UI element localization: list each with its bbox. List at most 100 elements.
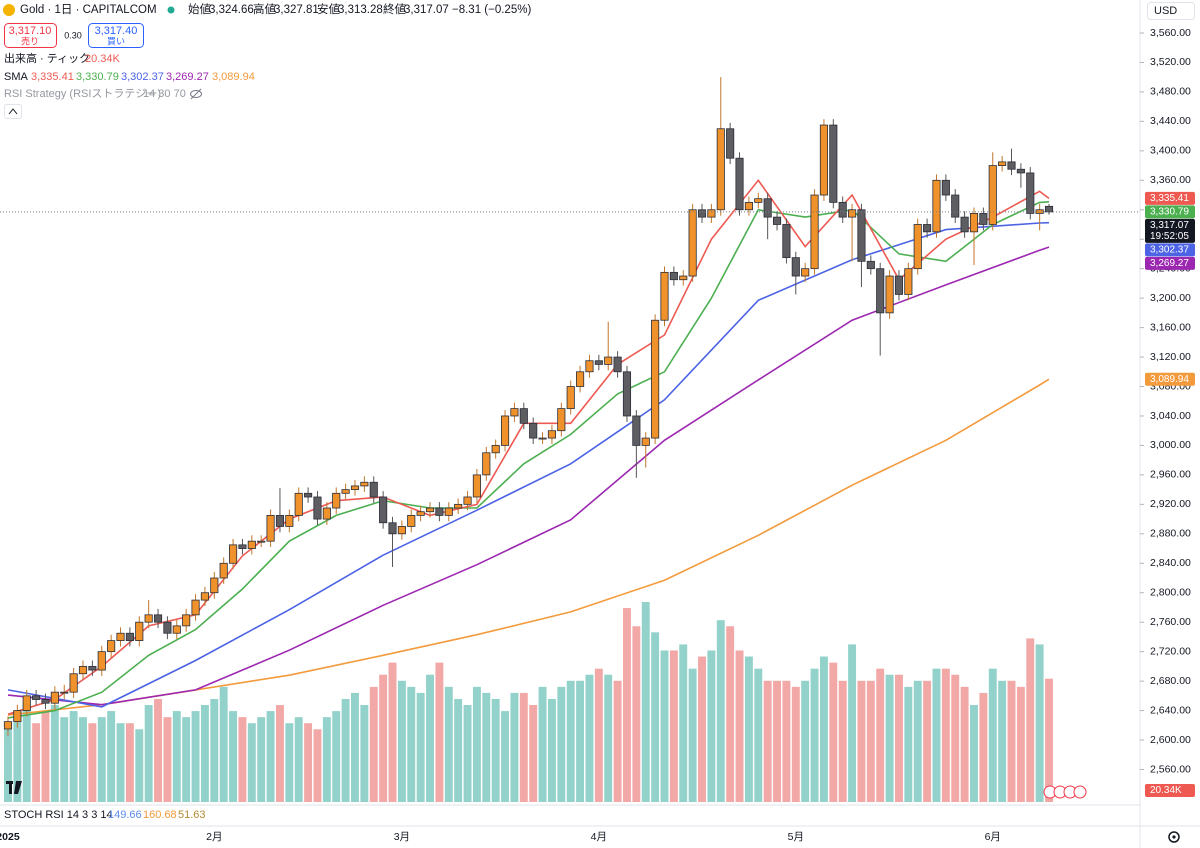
candle: [1007, 148, 1016, 176]
volume-bar: [698, 656, 706, 802]
candle: [547, 424, 557, 444]
volume-bar: [229, 711, 238, 802]
volume-bar: [538, 686, 547, 802]
candle: [613, 351, 622, 378]
volume-bar: [88, 723, 97, 802]
buy-button[interactable]: [88, 23, 144, 48]
visibility-icon[interactable]: [190, 88, 202, 100]
candle: [341, 483, 350, 500]
price-axis: 2,560.00 2,600.00 2,640.00 2,680.00 2,720.00…: [1140, 27, 1195, 797]
x-tick-label: 5月: [788, 831, 804, 843]
y-tick-label: 3,560.00: [1150, 27, 1191, 39]
candle: [604, 321, 613, 371]
candle-body: [576, 371, 585, 387]
candle: [941, 174, 950, 201]
candle: [660, 266, 669, 327]
candle: [557, 402, 566, 437]
candle: [932, 174, 941, 238]
candle-body: [472, 474, 481, 498]
candle: [482, 446, 491, 481]
volume-bar: [707, 650, 716, 802]
volume-bar: [876, 668, 885, 802]
volume-bar: [238, 717, 247, 802]
y-tick-label: 3,400.00: [1150, 145, 1191, 157]
volume-bar: [482, 692, 491, 802]
candle: [810, 189, 819, 275]
candle-body: [407, 514, 416, 527]
volume-bar: [313, 729, 322, 802]
candle: [350, 480, 360, 496]
candle-body: [219, 562, 228, 579]
candle-body: [998, 161, 1007, 166]
x-tick-label: 6月: [985, 831, 1001, 843]
candle: [491, 439, 500, 459]
candle: [951, 189, 960, 224]
ohlc-label: 終値: [383, 2, 406, 16]
volume-bar: [651, 632, 660, 802]
collapse-button[interactable]: [4, 104, 22, 119]
eye-outline: [190, 90, 202, 98]
candle: [229, 538, 238, 570]
volume-label[interactable]: 出来高 · ティック: [4, 51, 90, 65]
candle: [782, 218, 791, 264]
volume-bar: [163, 717, 172, 802]
volume-bar: [276, 705, 284, 802]
candle-body: [13, 710, 22, 723]
volume-bar: [773, 680, 781, 802]
volume-bar: [388, 662, 397, 802]
volume-bar: [594, 668, 603, 802]
volume-bar: [407, 686, 416, 802]
candle-body: [313, 496, 322, 520]
volume-bar: [247, 723, 256, 802]
volume-bar: [970, 705, 978, 802]
volume-bar: [32, 723, 41, 802]
candle-body: [801, 268, 810, 277]
sma-value: 3,330.79: [76, 71, 119, 83]
candle: [444, 502, 453, 522]
volume-bar: [416, 692, 425, 802]
candle: [107, 634, 116, 658]
candle-body: [229, 544, 238, 564]
candle-body: [125, 632, 134, 642]
candle: [454, 498, 463, 514]
symbol-title[interactable]: Gold · 1日 · CAPITALCOM: [20, 4, 157, 16]
settings-button[interactable]: [1168, 831, 1180, 843]
sma-label[interactable]: SMA: [4, 71, 29, 83]
volume-bar: [322, 717, 331, 802]
candle: [622, 365, 632, 422]
candle: [885, 270, 894, 319]
candle: [163, 616, 172, 640]
volume-bar: [960, 686, 969, 802]
candle-body: [500, 415, 510, 446]
candle: [529, 417, 538, 444]
candle-body: [369, 481, 378, 498]
candle-body: [163, 621, 172, 634]
volume-bar: [463, 705, 472, 802]
currency-button[interactable]: [1147, 2, 1195, 20]
candle: [238, 538, 247, 555]
candle: [988, 152, 997, 231]
ohlc-label: 高値: [253, 2, 276, 16]
candle: [210, 572, 219, 599]
volume-bar: [895, 674, 903, 802]
candle-body: [247, 540, 256, 549]
candle: [979, 207, 988, 231]
stoch-label[interactable]: STOCH RSI 14 3 3 14: [4, 809, 113, 821]
event-icons[interactable]: [1043, 785, 1087, 799]
candle-body: [425, 507, 435, 513]
stoch-value: 160.68: [143, 809, 177, 821]
volume-bar: [454, 698, 463, 802]
candle: [425, 502, 435, 518]
volume-bar: [923, 680, 932, 802]
candle: [313, 491, 322, 525]
strategy-label[interactable]: RSI Strategy (RSIストラテジー): [4, 88, 161, 100]
sell-button[interactable]: [4, 23, 57, 48]
candle-body: [688, 209, 697, 277]
sma-values: 3,335.41 3,330.79 3,302.37 3,269.27 3,089.94: [31, 71, 255, 83]
candle-body: [435, 507, 444, 516]
volume-bar: [998, 680, 1007, 802]
volume-bar: [191, 711, 200, 802]
candle: [200, 586, 209, 606]
volume-bar: [360, 705, 369, 802]
